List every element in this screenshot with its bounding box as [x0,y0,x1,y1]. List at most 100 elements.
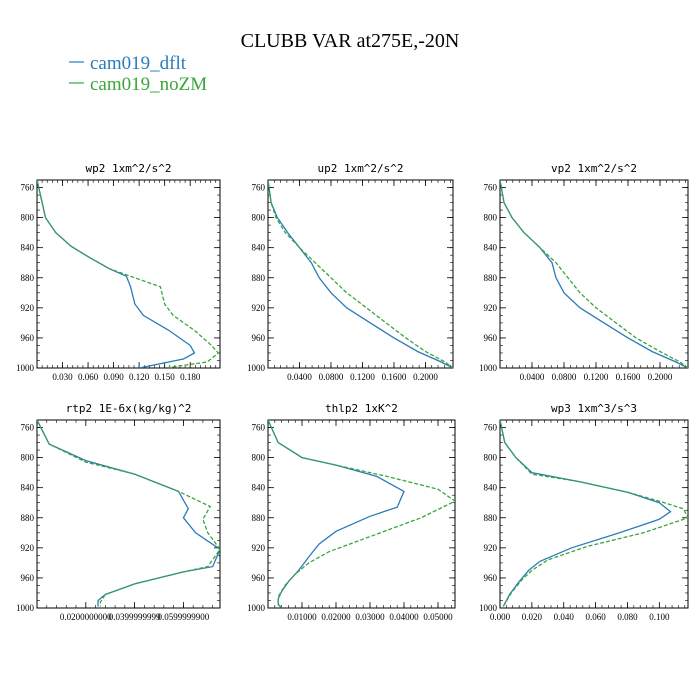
y-tick-label: 760 [484,423,498,433]
panel-title-wp3: wp3 1xm^3/s^3 [551,402,637,415]
x-tick-label: 0.1200 [350,372,375,382]
series-line-thlp2-dflt [268,420,405,608]
legend: cam019_dflt cam019_noZM [69,53,207,95]
x-tick-label: 0.030 [52,372,73,382]
series-line-vp2-nozm [500,180,688,368]
plot-frame-vp2 [499,179,689,369]
x-tick-label: 0.120 [129,372,150,382]
y-tick-label: 880 [252,513,266,523]
x-tick-label: 0.180 [180,372,201,382]
y-tick-label: 840 [252,483,266,493]
y-tick-label: 800 [484,453,498,463]
y-tick-label: 960 [252,333,266,343]
x-tick-label: 0.2000 [648,372,673,382]
panel-up2: up2 1xm^2/s^2 760 800 840 880 920 960 1000 0.040… [247,162,454,382]
x-tick-label: 0.04000 [389,612,419,622]
series-line-wp3-nozm [500,420,688,607]
panel-title-wp2: wp2 1xm^2/s^2 [85,162,171,175]
y-tick-label: 800 [252,213,266,223]
x-tick-label: 0.060 [585,612,606,622]
panel-title-thlp2: thlp2 1xK^2 [325,402,398,415]
x-tick-label: 0.090 [103,372,124,382]
y-tick-label: 880 [21,273,35,283]
y-tick-label: 1000 [247,603,266,613]
y-tick-label: 760 [252,183,266,193]
y-tick-label: 800 [21,453,35,463]
x-tick-label: 0.020 [522,612,543,622]
legend-label-nozm: cam019_noZM [90,74,207,95]
y-tick-label: 960 [21,573,35,583]
y-tick-label: 880 [252,273,266,283]
series-line-wp3-dflt [500,420,672,607]
x-tick-label: 0.0400 [287,372,312,382]
figure-title: CLUBB VAR at275E,-20N [241,30,460,52]
y-tick-label: 1000 [479,603,498,613]
y-tick-label: 920 [484,303,498,313]
y-tick-label: 920 [21,543,35,553]
legend-item-dflt: cam019_dflt [69,53,187,74]
legend-item-nozm: cam019_noZM [69,74,207,95]
y-tick-label: 1000 [479,363,498,373]
y-tick-label: 840 [484,483,498,493]
plot-frame-rtp2 [36,419,221,609]
x-tick-label: 0.060 [78,372,99,382]
panel-vp2: vp2 1xm^2/s^2 760 800 840 880 920 960 1000 0.040… [479,162,689,382]
y-tick-label: 1000 [16,363,35,373]
plot-frame-wp2 [36,179,221,369]
panel-title-vp2: vp2 1xm^2/s^2 [551,162,637,175]
y-tick-label: 840 [21,243,35,253]
series-line-up2-nozm [268,180,453,368]
x-tick-label: 0.0599999900 [158,612,210,622]
series-line-vp2-dflt [500,180,688,368]
panel-thlp2: thlp2 1xK^2 760 800 840 880 920 960 1000 0.01000… [247,402,456,622]
y-tick-label: 840 [21,483,35,493]
x-tick-label: 0.150 [155,372,176,382]
y-tick-label: 960 [21,333,35,343]
y-tick-label: 960 [484,333,498,343]
x-tick-label: 0.080 [617,612,638,622]
y-tick-label: 1000 [247,363,266,373]
y-tick-label: 880 [21,513,35,523]
x-tick-label: 0.0200000000 [60,612,112,622]
x-tick-label: 0.0800 [319,372,344,382]
y-tick-label: 800 [252,453,266,463]
x-tick-label: 0.03000 [355,612,385,622]
y-tick-label: 920 [252,303,266,313]
x-tick-label: 0.1200 [584,372,609,382]
panel-title-rtp2: rtp2 1E-6x(kg/kg)^2 [66,402,192,415]
x-tick-label: 0.1600 [382,372,407,382]
x-tick-label: 0.2000 [413,372,438,382]
plot-frame-up2 [267,179,454,369]
series-line-up2-dflt [268,180,453,368]
x-tick-label: 0.02000 [321,612,351,622]
x-tick-label: 0.05000 [423,612,453,622]
y-tick-label: 800 [484,213,498,223]
y-tick-label: 1000 [16,603,35,613]
plot-frame-wp3 [499,419,689,609]
y-tick-label: 880 [484,273,498,283]
x-tick-label: 0.01000 [287,612,317,622]
x-tick-label: 0.0400 [520,372,545,382]
panel-wp2: wp2 1xm^2/s^2 760 800 840 880 920 960 1000 0.030… [16,162,221,382]
x-tick-label: 0.100 [649,612,670,622]
y-tick-label: 760 [21,183,35,193]
y-tick-label: 920 [484,543,498,553]
x-tick-label: 0.040 [554,612,575,622]
y-tick-label: 880 [484,513,498,523]
x-tick-label: 0.0399999999 [109,612,161,622]
y-tick-label: 840 [484,243,498,253]
panel-rtp2: rtp2 1E-6x(kg/kg)^2 760 800 840 880 920 960 100… [16,402,221,622]
series-line-wp2-dflt [37,180,196,368]
panel-title-up2: up2 1xm^2/s^2 [317,162,403,175]
y-tick-label: 920 [21,303,35,313]
plot-frame-thlp2 [267,419,456,609]
y-tick-label: 920 [252,543,266,553]
y-tick-label: 760 [21,423,35,433]
series-line-rtp2-nozm [37,420,220,607]
y-tick-label: 800 [21,213,35,223]
panel-wp3: wp3 1xm^3/s^3 760 800 840 880 920 960 10000.000… [479,402,689,622]
series-line-thlp2-nozm [268,420,455,608]
y-tick-label: 960 [252,573,266,583]
y-tick-label: 760 [484,183,498,193]
